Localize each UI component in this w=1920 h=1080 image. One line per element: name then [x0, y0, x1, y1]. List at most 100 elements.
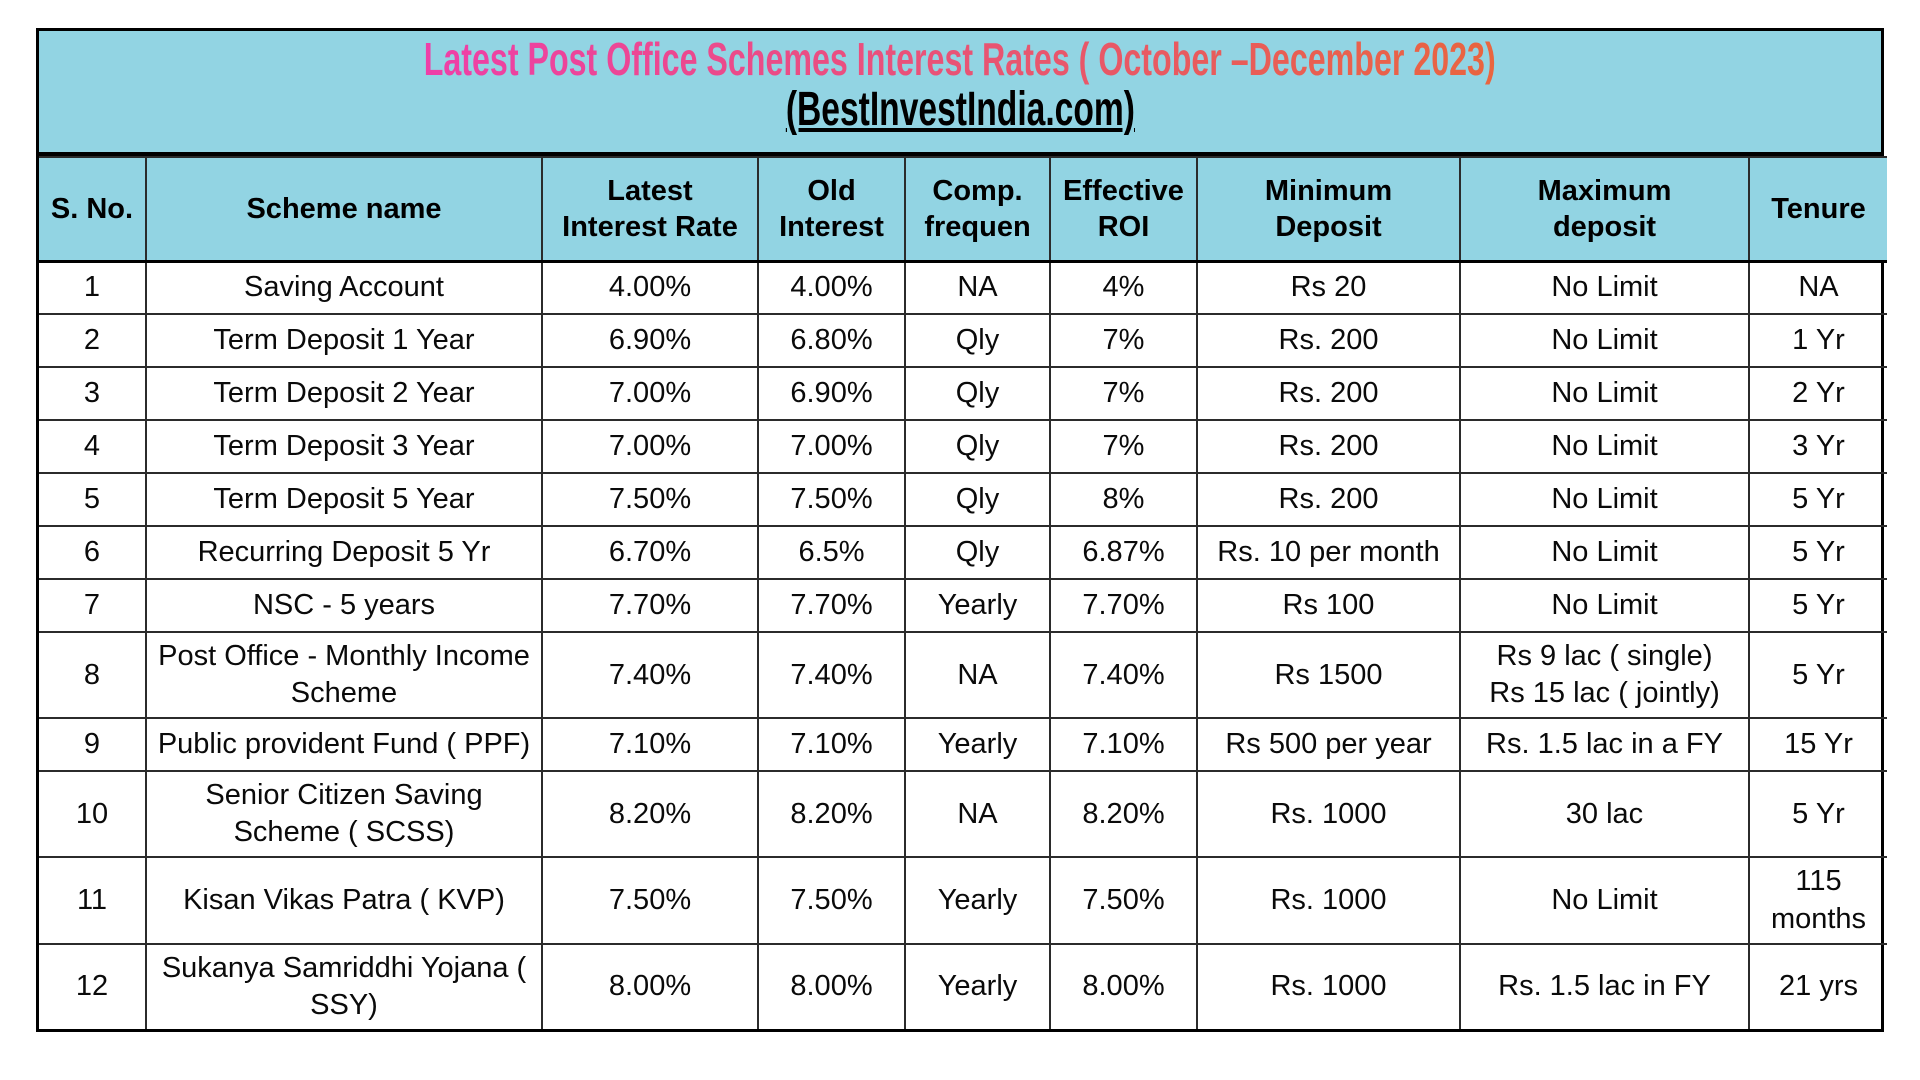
cell-comp: Qly [904, 419, 1051, 474]
table-row: 2 Term Deposit 1 Year 6.90% 6.80% Qly 7% Rs. 2… [39, 313, 1887, 368]
cell-latest: 7.10% [541, 717, 759, 773]
cell-scheme: Saving Account [145, 260, 543, 315]
cell-latest: 7.50% [541, 856, 759, 945]
cell-comp: NA [904, 770, 1051, 859]
cell-sno: 1 [39, 260, 147, 315]
col-header-sno: S. No. [39, 156, 147, 263]
cell-tenure: 5 Yr [1748, 770, 1887, 859]
cell-latest: 8.20% [541, 770, 759, 859]
cell-max: No Limit [1459, 366, 1750, 421]
cell-max: No Limit [1459, 472, 1750, 527]
cell-min: Rs 500 per year [1196, 717, 1461, 773]
cell-max: No Limit [1459, 525, 1750, 580]
cell-tenure: 21 yrs [1748, 942, 1887, 1029]
table-row: 3 Term Deposit 2 Year 7.00% 6.90% Qly 7% Rs. 2… [39, 366, 1887, 421]
cell-scheme: Term Deposit 1 Year [145, 313, 543, 368]
cell-max: No Limit [1459, 260, 1750, 315]
table-row: 5 Term Deposit 5 Year 7.50% 7.50% Qly 8% Rs. 2… [39, 472, 1887, 527]
cell-tenure: 1 Yr [1748, 313, 1887, 368]
table-body: 1 Saving Account 4.00% 4.00% NA 4% Rs 20 No Lim… [39, 260, 1887, 1029]
table-row: 10 Senior Citizen Saving Scheme ( SCSS) 8.… [39, 770, 1887, 859]
cell-comp: Yearly [904, 578, 1051, 633]
cell-min: Rs 1500 [1196, 630, 1461, 720]
cell-comp: NA [904, 260, 1051, 315]
cell-latest: 7.40% [541, 630, 759, 720]
cell-sno: 4 [39, 419, 147, 474]
cell-comp: Yearly [904, 856, 1051, 945]
cell-latest: 7.50% [541, 472, 759, 527]
cell-sno: 10 [39, 770, 147, 859]
cell-latest: 7.70% [541, 578, 759, 633]
cell-scheme: Term Deposit 3 Year [145, 419, 543, 474]
cell-max: No Limit [1459, 419, 1750, 474]
cell-max: No Limit [1459, 313, 1750, 368]
cell-old: 7.70% [757, 578, 906, 633]
cell-scheme: Recurring Deposit 5 Yr [145, 525, 543, 580]
cell-old: 4.00% [757, 260, 906, 315]
table-row: 6 Recurring Deposit 5 Yr 6.70% 6.5% Qly 6.87%… [39, 525, 1887, 580]
cell-comp: Qly [904, 525, 1051, 580]
table-row: 11 Kisan Vikas Patra ( KVP) 7.50% 7.50% Year… [39, 856, 1887, 945]
cell-tenure: 2 Yr [1748, 366, 1887, 421]
cell-sno: 5 [39, 472, 147, 527]
cell-roi: 8.20% [1049, 770, 1198, 859]
col-header-latest: Latest Interest Rate [541, 156, 759, 263]
cell-min: Rs. 200 [1196, 366, 1461, 421]
cell-old: 7.50% [757, 472, 906, 527]
cell-max: No Limit [1459, 578, 1750, 633]
cell-latest: 7.00% [541, 419, 759, 474]
cell-roi: 7.70% [1049, 578, 1198, 633]
col-header-tenure: Tenure [1748, 156, 1887, 263]
cell-min: Rs. 1000 [1196, 942, 1461, 1029]
cell-min: Rs. 200 [1196, 472, 1461, 527]
cell-old: 7.00% [757, 419, 906, 474]
cell-roi: 7% [1049, 313, 1198, 368]
cell-max: No Limit [1459, 856, 1750, 945]
col-header-scheme: Scheme name [145, 156, 543, 263]
site-name: (BestInvestIndia.com) [785, 83, 1135, 136]
cell-sno: 2 [39, 313, 147, 368]
cell-old: 7.50% [757, 856, 906, 945]
cell-min: Rs. 200 [1196, 313, 1461, 368]
cell-tenure: 5 Yr [1748, 472, 1887, 527]
cell-tenure: 115 months [1748, 856, 1887, 945]
cell-min: Rs. 1000 [1196, 856, 1461, 945]
cell-min: Rs 20 [1196, 260, 1461, 315]
col-header-roi: Effective ROI [1049, 156, 1198, 263]
title-line1-row: Latest Post Office Schemes Interest Rate… [39, 33, 1881, 85]
cell-comp: Yearly [904, 942, 1051, 1029]
cell-scheme: Public provident Fund ( PPF) [145, 717, 543, 773]
cell-tenure: NA [1748, 260, 1887, 315]
page-title: Latest Post Office Schemes Interest Rate… [424, 33, 1496, 85]
col-header-comp: Comp. frequen [904, 156, 1051, 263]
cell-latest: 8.00% [541, 942, 759, 1029]
cell-scheme: NSC - 5 years [145, 578, 543, 633]
cell-sno: 3 [39, 366, 147, 421]
header-row: S. No. Scheme name Latest Interest Rate … [39, 156, 1887, 263]
cell-min: Rs. 200 [1196, 419, 1461, 474]
cell-min: Rs. 10 per month [1196, 525, 1461, 580]
cell-tenure: 5 Yr [1748, 578, 1887, 633]
cell-sno: 8 [39, 630, 147, 720]
cell-latest: 7.00% [541, 366, 759, 421]
table-row: 7 NSC - 5 years 7.70% 7.70% Yearly 7.70% Rs 10… [39, 578, 1887, 633]
cell-roi: 7.40% [1049, 630, 1198, 720]
table-row: 4 Term Deposit 3 Year 7.00% 7.00% Qly 7% Rs. 2… [39, 419, 1887, 474]
col-header-old: Old Interest [757, 156, 906, 263]
table-row: 12 Sukanya Samriddhi Yojana ( SSY) 8.00% 8.… [39, 942, 1887, 1029]
cell-scheme: Term Deposit 2 Year [145, 366, 543, 421]
table-row: 1 Saving Account 4.00% 4.00% NA 4% Rs 20 No Lim… [39, 260, 1887, 315]
cell-latest: 6.90% [541, 313, 759, 368]
cell-max: Rs. 1.5 lac in FY [1459, 942, 1750, 1029]
cell-tenure: 5 Yr [1748, 630, 1887, 720]
cell-comp: Yearly [904, 717, 1051, 773]
cell-scheme: Term Deposit 5 Year [145, 472, 543, 527]
cell-tenure: 5 Yr [1748, 525, 1887, 580]
table-row: 8 Post Office - Monthly Income Scheme 7.40… [39, 630, 1887, 720]
cell-old: 7.40% [757, 630, 906, 720]
cell-comp: NA [904, 630, 1051, 720]
cell-roi: 7% [1049, 366, 1198, 421]
cell-sno: 6 [39, 525, 147, 580]
schemes-table: S. No. Scheme name Latest Interest Rate … [39, 156, 1887, 1029]
cell-roi: 8% [1049, 472, 1198, 527]
